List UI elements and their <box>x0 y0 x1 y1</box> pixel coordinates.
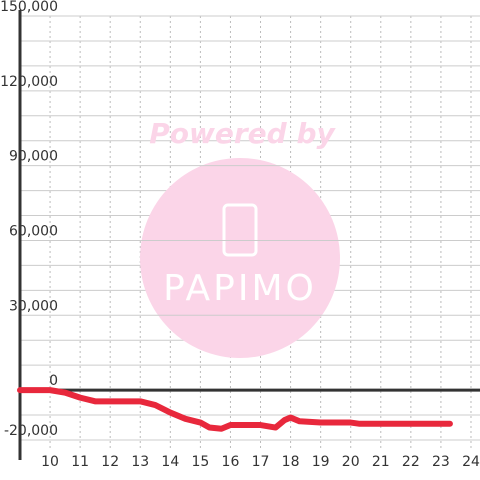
watermark-text: Powered by <box>149 117 336 150</box>
x-tick-label: 21 <box>372 454 390 470</box>
x-tick-label: 12 <box>101 454 119 470</box>
x-tick-label: 16 <box>222 454 240 470</box>
x-tick-label: 10 <box>41 454 59 470</box>
x-tick-label: 23 <box>432 454 450 470</box>
y-tick-label: 150,000 <box>0 0 58 15</box>
watermark-circle <box>140 158 340 358</box>
y-tick-label: -20,000 <box>4 423 58 439</box>
watermark-logo: PAPIMO <box>163 268 317 309</box>
y-tick-label: 30,000 <box>9 298 58 314</box>
y-tick-label: 90,000 <box>9 149 58 165</box>
x-tick-label: 22 <box>402 454 420 470</box>
x-tick-label: 11 <box>71 454 89 470</box>
data-line <box>17 387 453 432</box>
x-tick-label: 18 <box>282 454 300 470</box>
x-tick-label: 17 <box>252 454 270 470</box>
y-tick-label: 0 <box>49 373 58 389</box>
x-tick-label: 19 <box>312 454 330 470</box>
y-tick-label: 120,000 <box>0 74 58 90</box>
x-tick-label: 20 <box>342 454 360 470</box>
x-tick-label: 14 <box>161 454 179 470</box>
y-tick-label: 60,000 <box>9 223 58 239</box>
x-tick-label: 13 <box>131 454 149 470</box>
watermark-phone <box>222 203 258 257</box>
x-tick-label: 15 <box>191 454 209 470</box>
x-tick-label: 24 <box>462 454 480 470</box>
